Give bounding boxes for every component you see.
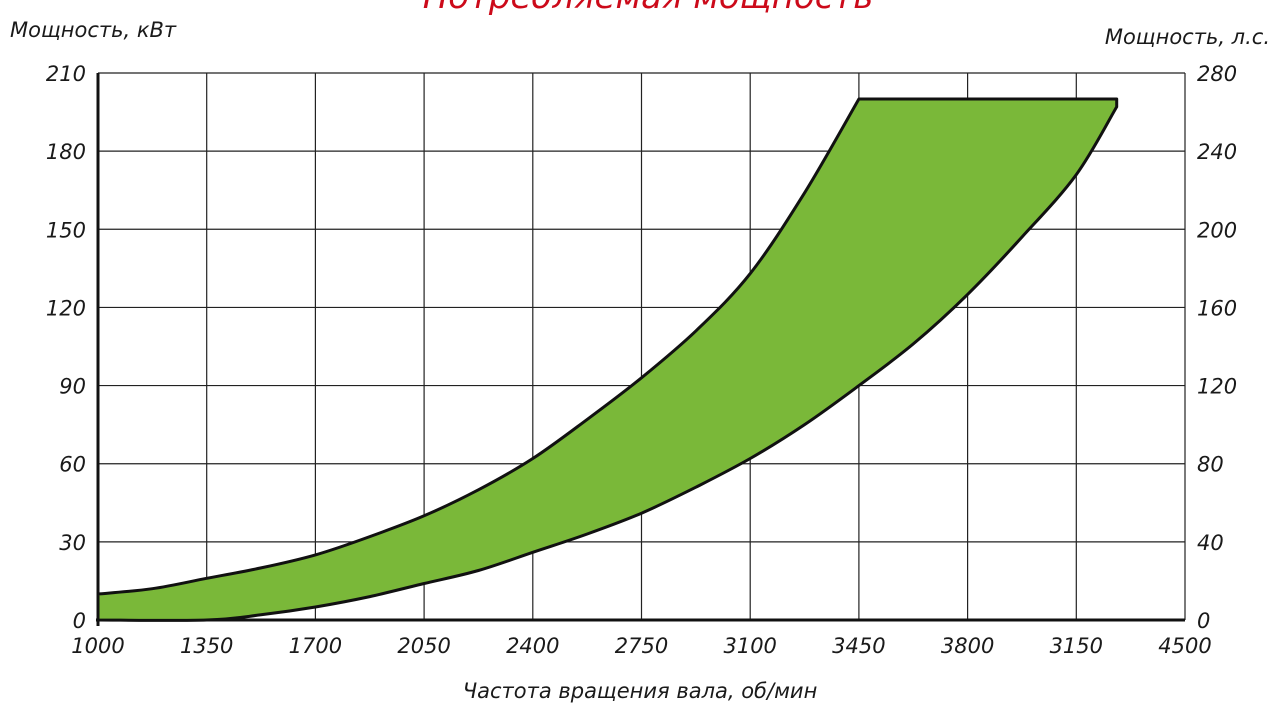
y-left-tick-label: 180 bbox=[46, 140, 86, 164]
power-band-area bbox=[96, 97, 1119, 622]
y-right-tick-label: 160 bbox=[1197, 296, 1237, 320]
x-tick-label: 1000 bbox=[71, 634, 124, 658]
y-axis-left-label: Мощность, кВт bbox=[10, 18, 177, 42]
x-tick-label: 2400 bbox=[506, 634, 559, 658]
x-tick-label: 3150 bbox=[1050, 634, 1103, 658]
x-tick-label: 2050 bbox=[397, 634, 450, 658]
y-right-tick-label: 80 bbox=[1197, 453, 1224, 477]
y-left-tick-label: 60 bbox=[59, 453, 86, 477]
y-left-tick-label: 0 bbox=[73, 609, 86, 633]
x-tick-label: 4500 bbox=[1158, 634, 1211, 658]
x-tick-label: 2750 bbox=[615, 634, 668, 658]
y-axis-left-ticks: 0 30 60 90 120 150 180 210 bbox=[46, 62, 86, 633]
x-tick-label: 3450 bbox=[832, 634, 885, 658]
y-right-tick-label: 280 bbox=[1197, 62, 1237, 86]
y-right-tick-label: 240 bbox=[1197, 140, 1237, 164]
x-tick-label: 1350 bbox=[180, 634, 233, 658]
y-right-tick-label: 40 bbox=[1197, 531, 1224, 555]
y-left-tick-label: 90 bbox=[59, 375, 86, 399]
y-axis-right-label: Мощность, л.с. bbox=[1105, 25, 1270, 49]
chart-title: Потребляемая мощность bbox=[423, 0, 874, 17]
y-right-tick-label: 0 bbox=[1197, 609, 1210, 633]
y-left-tick-label: 120 bbox=[46, 296, 86, 320]
y-left-tick-label: 150 bbox=[46, 218, 86, 242]
y-axis-right-ticks: 0 40 80 120 160 200 240 280 bbox=[1197, 62, 1237, 633]
x-tick-label: 1700 bbox=[289, 634, 342, 658]
y-right-tick-label: 120 bbox=[1197, 375, 1237, 399]
x-axis-ticks: 1000 1350 1700 2050 2400 2750 3100 3450 3800 3150… bbox=[71, 634, 1211, 658]
x-tick-label: 3800 bbox=[941, 634, 994, 658]
y-right-tick-label: 200 bbox=[1197, 218, 1237, 242]
x-tick-label: 3100 bbox=[723, 634, 776, 658]
x-axis-label: Частота вращения вала, об/мин bbox=[463, 679, 818, 703]
y-left-tick-label: 210 bbox=[46, 62, 86, 86]
y-left-tick-label: 30 bbox=[59, 531, 86, 555]
